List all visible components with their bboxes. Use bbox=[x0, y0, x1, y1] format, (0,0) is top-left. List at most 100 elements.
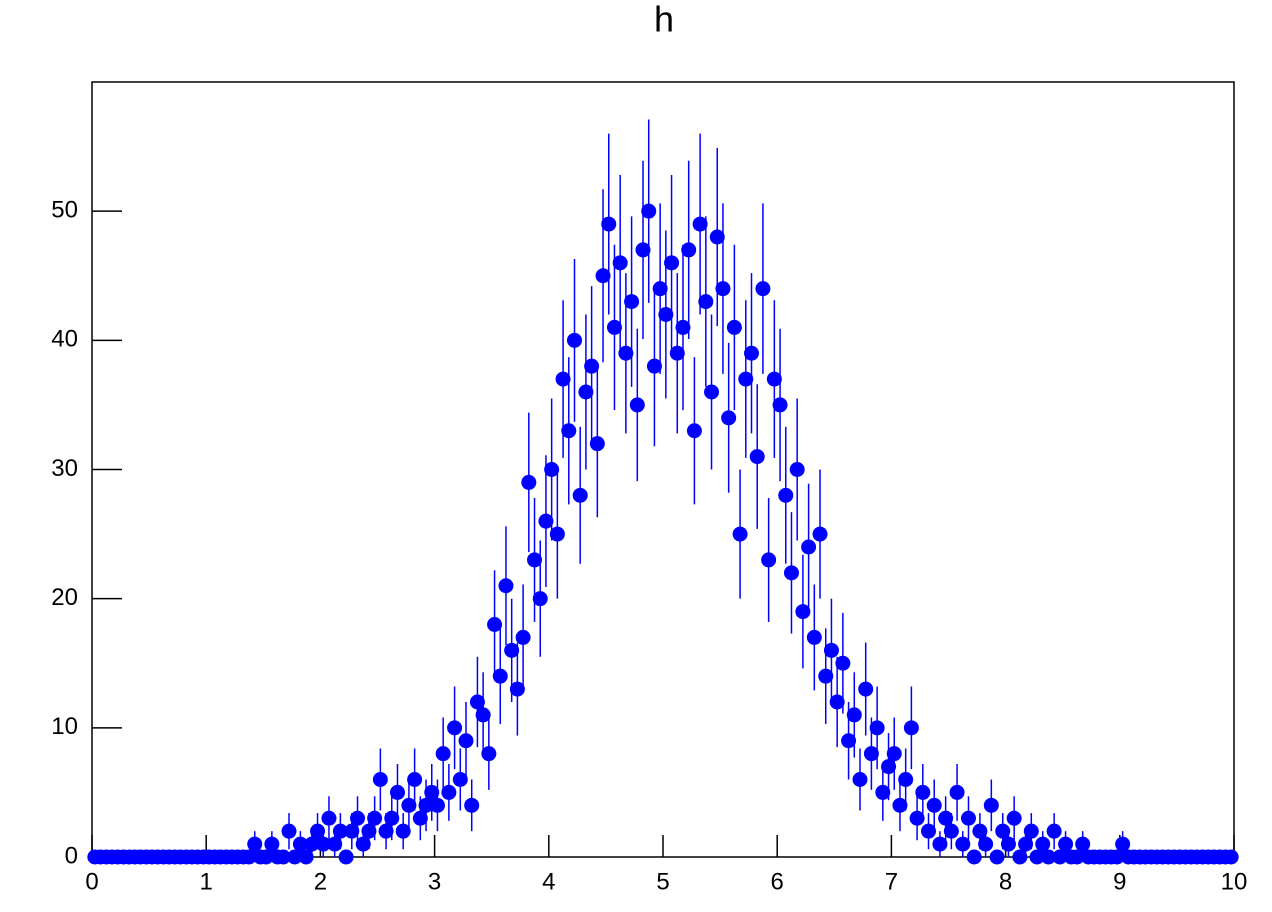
data-point bbox=[538, 513, 554, 529]
plot-frame bbox=[91, 81, 1235, 858]
data-point bbox=[321, 810, 337, 826]
data-point bbox=[1018, 836, 1034, 852]
data-point bbox=[332, 823, 348, 839]
data-point bbox=[435, 746, 451, 762]
data-point bbox=[926, 797, 942, 813]
data-point bbox=[287, 849, 303, 865]
x-tick-label: 9 bbox=[1113, 868, 1126, 895]
data-point bbox=[452, 772, 468, 787]
data-point bbox=[903, 720, 919, 736]
chart-title: h bbox=[654, 0, 674, 40]
data-point bbox=[641, 203, 657, 219]
data-point bbox=[367, 810, 383, 826]
data-point bbox=[441, 784, 457, 800]
x-tick-label: 8 bbox=[999, 868, 1012, 895]
data-point bbox=[698, 294, 714, 310]
data-point bbox=[789, 462, 805, 477]
data-point bbox=[1069, 849, 1085, 865]
data-point bbox=[646, 358, 662, 374]
data-point bbox=[395, 823, 411, 839]
data-point bbox=[629, 397, 645, 413]
data-point bbox=[275, 849, 291, 865]
data-point bbox=[1109, 849, 1125, 865]
data-point bbox=[795, 604, 811, 620]
data-point bbox=[938, 810, 954, 826]
data-point bbox=[869, 720, 885, 736]
data-point bbox=[1040, 849, 1056, 865]
data-point bbox=[401, 797, 417, 813]
data-point bbox=[915, 784, 931, 800]
data-point bbox=[681, 242, 697, 258]
data-point bbox=[355, 836, 371, 852]
data-point bbox=[1023, 823, 1039, 839]
data-point bbox=[726, 319, 742, 335]
x-tick-label: 0 bbox=[85, 868, 98, 895]
data-point bbox=[372, 772, 388, 787]
data-point bbox=[1035, 836, 1051, 852]
data-point bbox=[738, 371, 754, 387]
data-point bbox=[709, 229, 725, 245]
x-tick-label: 5 bbox=[656, 868, 669, 895]
data-point bbox=[447, 720, 463, 736]
data-point bbox=[909, 810, 925, 826]
data-point bbox=[949, 784, 965, 800]
data-point bbox=[978, 836, 994, 852]
data-point bbox=[509, 681, 525, 697]
data-point bbox=[475, 707, 491, 723]
data-point bbox=[1012, 849, 1028, 865]
data-point bbox=[898, 772, 914, 787]
data-point bbox=[892, 797, 908, 813]
data-point bbox=[584, 358, 600, 374]
data-point bbox=[983, 797, 999, 813]
data-point bbox=[527, 552, 543, 568]
x-tick-label: 4 bbox=[542, 868, 555, 895]
y-tick-label: 40 bbox=[51, 326, 78, 353]
data-point bbox=[612, 255, 628, 271]
data-point bbox=[715, 281, 731, 297]
data-point bbox=[823, 642, 839, 658]
data-point bbox=[350, 810, 366, 826]
data-point bbox=[555, 371, 571, 387]
data-point bbox=[966, 849, 982, 865]
data-point bbox=[812, 526, 828, 542]
data-point bbox=[881, 759, 897, 775]
data-point bbox=[801, 539, 817, 555]
data-point bbox=[664, 255, 680, 271]
data-point bbox=[1006, 810, 1022, 826]
data-point bbox=[783, 565, 799, 581]
data-point bbox=[932, 836, 948, 852]
data-point bbox=[310, 823, 326, 839]
data-point bbox=[407, 772, 423, 787]
data-point bbox=[606, 319, 622, 335]
data-point bbox=[464, 797, 480, 813]
data-point bbox=[766, 371, 782, 387]
data-point bbox=[1052, 849, 1068, 865]
data-point bbox=[624, 294, 640, 310]
data-point bbox=[732, 526, 748, 542]
data-point bbox=[835, 655, 851, 671]
data-point bbox=[504, 642, 520, 658]
data-point bbox=[481, 746, 497, 762]
data-point bbox=[846, 707, 862, 723]
data-point bbox=[344, 823, 360, 839]
data-point bbox=[458, 733, 474, 749]
data-point bbox=[258, 849, 274, 865]
data-point bbox=[761, 552, 777, 568]
data-point bbox=[578, 384, 594, 400]
data-point bbox=[989, 849, 1005, 865]
data-point bbox=[492, 668, 508, 684]
data-point bbox=[241, 849, 257, 865]
data-point bbox=[818, 668, 834, 684]
data-point bbox=[304, 836, 320, 852]
data-point bbox=[955, 836, 971, 852]
data-point bbox=[315, 836, 331, 852]
data-point bbox=[658, 307, 674, 322]
data-point bbox=[292, 836, 308, 852]
data-point bbox=[886, 746, 902, 762]
x-tick-label: 10 bbox=[1221, 868, 1248, 895]
data-point bbox=[863, 746, 879, 762]
data-point bbox=[561, 423, 577, 439]
x-tick-label: 1 bbox=[200, 868, 213, 895]
